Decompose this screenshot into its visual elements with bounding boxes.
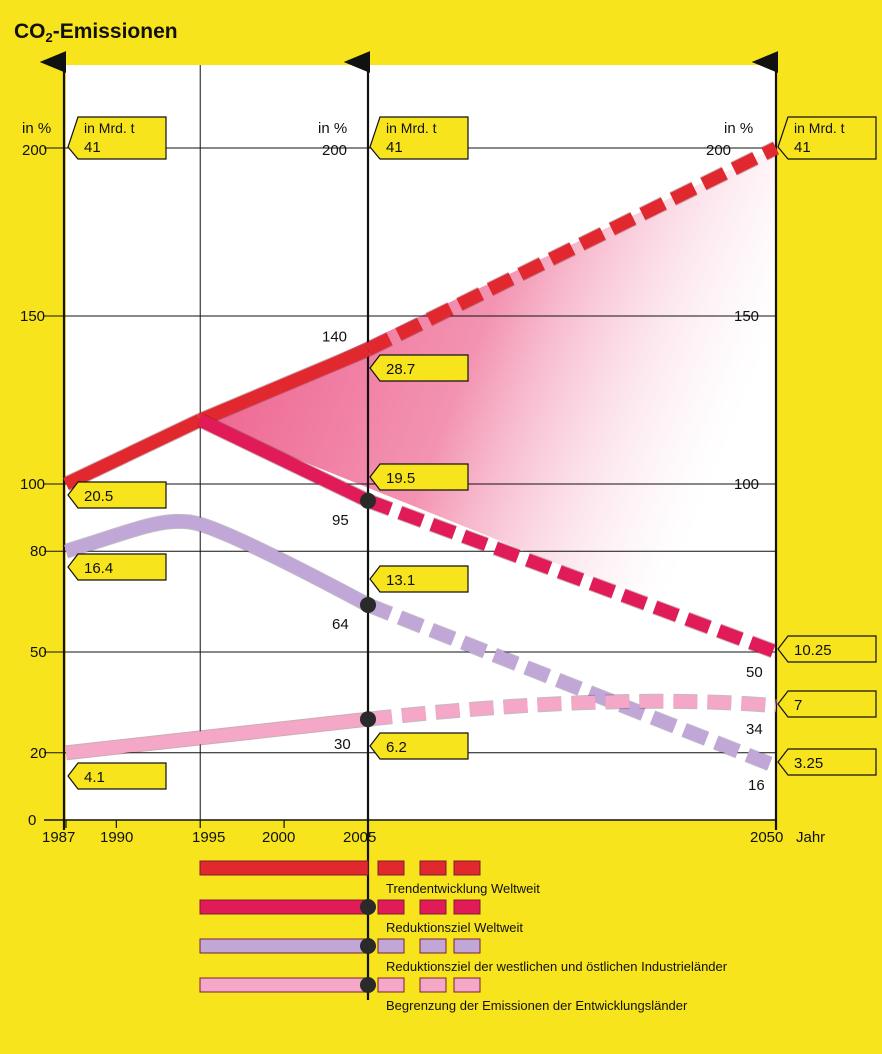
legend-label-1: Reduktionsziel Weltweit (386, 920, 523, 935)
legend-solid-1 (199, 899, 369, 915)
y-label-mid-200: 200 (322, 142, 347, 159)
tag-reduktion-2005-box (369, 463, 469, 491)
unit-percent-left: in % (22, 120, 51, 137)
y-label-right-100: 100 (734, 476, 759, 493)
tag-industrie-2050-box (777, 748, 877, 776)
tag-industrie-1987-box (67, 553, 167, 581)
unit-percent-right: in % (724, 120, 753, 137)
legend-label-0: Trendentwicklung Weltweit (386, 881, 540, 896)
x-tick-label-2005: 2005 (343, 829, 376, 846)
point-label-30: 30 (334, 736, 351, 753)
legend-dash-1-2 (453, 899, 481, 915)
tag-industrie-2050: 3.25 (794, 755, 823, 772)
series-industrie-dashed (365, 598, 779, 773)
series-entwicklung-solid (65, 712, 369, 760)
marker-2005-30 (360, 711, 376, 728)
y-tick-label-100: 100 (20, 476, 45, 493)
tag-trend-1987: 20.5 (84, 488, 113, 505)
tag-trend-2005: 28.7 (386, 361, 415, 378)
tag-left-200-value: 41 (84, 139, 101, 156)
x-tick-label-2050: 2050 (750, 829, 783, 846)
tag-mid-200-value: 41 (386, 139, 403, 156)
y-label-right-200: 200 (706, 142, 731, 159)
legend-solid-3 (199, 977, 369, 993)
legend-dash-2-2 (453, 938, 481, 954)
legend-solid-0 (199, 860, 369, 876)
y-tick-label-80: 80 (30, 543, 47, 560)
y-tick-label-0: 0 (28, 812, 36, 829)
y-label-right-150: 150 (734, 308, 759, 325)
series-reduktion-solid (197, 414, 371, 507)
tag-mid-200-box (369, 116, 469, 160)
tag-entwicklung-1987: 4.1 (84, 769, 105, 786)
legend-dash-3-2 (453, 977, 481, 993)
legend-label-2: Reduktionsziel der westlichen und östlic… (386, 959, 728, 974)
series-industrie-solid (64, 514, 372, 611)
legend-label-3: Begrenzung der Emissionen der Entwicklun… (386, 998, 688, 1013)
y-tick-label-20: 20 (30, 745, 47, 762)
trend-reduction-gap-area (200, 148, 776, 652)
legend-dash-2-1 (419, 938, 447, 954)
series-reduktion-dashed (365, 494, 779, 659)
point-label-140: 140 (322, 329, 347, 346)
x-tick-label-1995: 1995 (192, 829, 225, 846)
x-axis-unit-label: Jahr (796, 829, 825, 846)
series-trend-dashed (365, 142, 779, 356)
y-tick-label-50: 50 (30, 644, 47, 661)
x-tick-label-1990: 1990 (100, 829, 133, 846)
tag-right-200-box (777, 116, 877, 160)
legend-dash-3-0 (377, 977, 405, 993)
point-label-16: 16 (748, 777, 765, 794)
tag-entwicklung-2050-box (777, 690, 877, 718)
tag-trend-2005-box (369, 354, 469, 382)
point-label-95: 95 (332, 512, 349, 529)
point-label-64: 64 (332, 616, 349, 633)
tag-trend-1987-box (67, 481, 167, 509)
tag-entwicklung-2050: 7 (794, 697, 802, 714)
legend-dash-3-1 (419, 977, 447, 993)
legend-solid-2 (199, 938, 369, 954)
chart-title: CO2-Emissionen (14, 20, 178, 45)
series-entwicklung-dashed (367, 694, 777, 726)
x-tick-label-1987: 1987 (42, 829, 75, 846)
tag-left-200-box (67, 116, 167, 160)
tag-entwicklung-2005: 6.2 (386, 739, 407, 756)
legend-dash-1-0 (377, 899, 405, 915)
tag-reduktion-2005: 19.5 (386, 470, 415, 487)
legend-dot-3 (360, 977, 376, 993)
tag-industrie-2005-box (369, 565, 469, 593)
tag-reduktion-2050-box (777, 635, 877, 663)
tag-industrie-1987: 16.4 (84, 560, 113, 577)
tag-reduktion-2050: 10.25 (794, 642, 832, 659)
y-tick-label-150: 150 (20, 308, 45, 325)
legend-dot-2 (360, 938, 376, 954)
point-label-50: 50 (746, 664, 763, 681)
legend-dash-0-1 (419, 860, 447, 876)
y-label-left-200: 200 (22, 142, 47, 159)
point-label-34: 34 (746, 721, 763, 738)
tag-right-200-unit: in Mrd. t (794, 120, 845, 136)
legend-dot-1 (360, 899, 376, 915)
tag-industrie-2005: 13.1 (386, 572, 415, 589)
tag-right-200-value: 41 (794, 139, 811, 156)
marker-2005-64 (360, 596, 376, 613)
tag-left-200-unit: in Mrd. t (84, 120, 135, 136)
x-tick-label-2000: 2000 (262, 829, 295, 846)
series-trend-solid (63, 414, 204, 490)
legend-dash-0-0 (377, 860, 405, 876)
legend-dash-2-0 (377, 938, 405, 954)
tag-entwicklung-2005-box (369, 732, 469, 760)
legend-dash-1-1 (419, 899, 447, 915)
tag-mid-200-unit: in Mrd. t (386, 120, 437, 136)
legend-dash-0-2 (453, 860, 481, 876)
series-trend-solid-2 (197, 343, 371, 427)
unit-percent-mid: in % (318, 120, 347, 137)
tag-entwicklung-1987-box (67, 762, 167, 790)
marker-2005-95 (360, 492, 376, 509)
